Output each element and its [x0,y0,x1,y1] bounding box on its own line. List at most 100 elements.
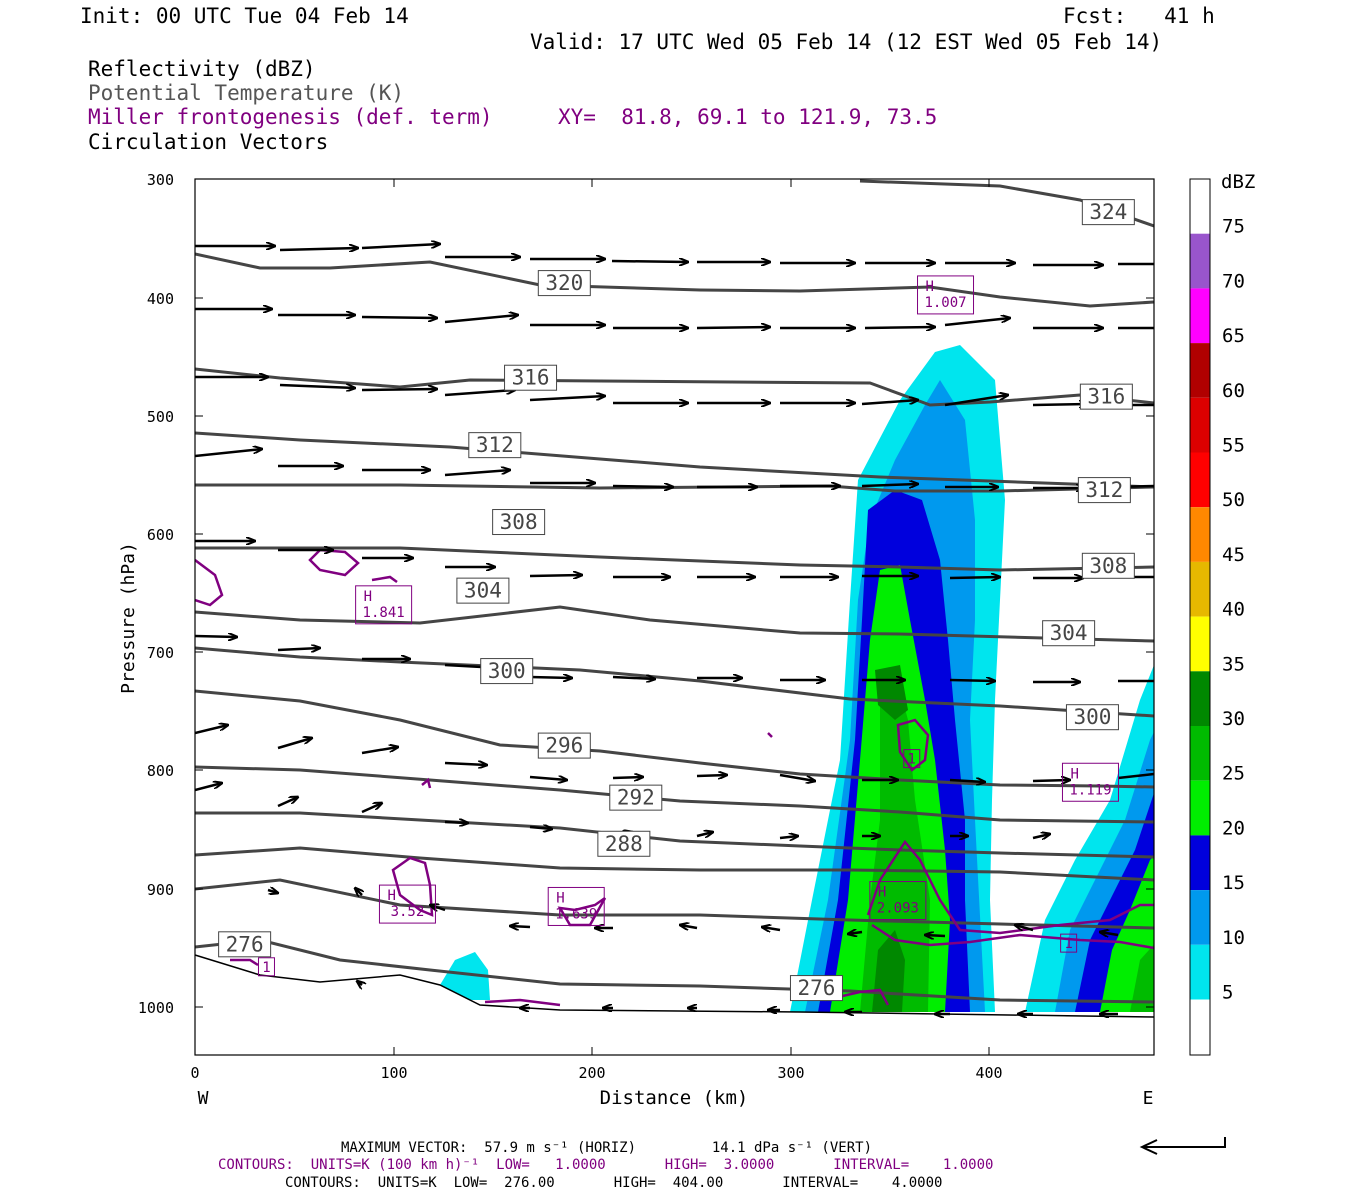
theta-label-box [1042,620,1096,647]
colorbar-swatch [1190,835,1210,891]
y-tick-labels: 300 400 500 600 700 800 900 1000 [138,171,174,1017]
theta-label-box [537,270,591,297]
colorbar-level-label: 25 [1222,763,1245,785]
colorbar: dBZ 75 70 65 60 55 50 45 40 35 30 25 20 15 10 5 [1189,171,1255,1056]
y-tick-900: 900 [147,881,174,899]
field-frontogenesis: Miller frontogenesis (def. term) [88,105,493,129]
fg-contour-west [195,559,224,607]
theta-312 [195,431,1154,489]
colorbar-level-label: 70 [1222,270,1245,292]
theta-label: 316 [1087,385,1125,409]
field-reflectivity: Reflectivity (dBZ) [88,57,316,81]
theta-292 [195,765,1154,824]
fg-contour-760 [896,718,930,772]
x-tick-labels: 0 100 200 300 400 [190,1064,1002,1082]
frontogenesis-label: H [387,888,395,904]
frontogenesis-label: 1 [1064,936,1072,952]
theta-label-box [1079,383,1133,410]
theta-label-box [1065,704,1119,731]
colorbar-swatch [1190,726,1210,781]
theta-labels: 324 320 316 316 312 312 308 308 304 304 300 300 296 2… [218,199,1135,1002]
theta-contour-note: CONTOURS: UNITS=K LOW= 276.00 HIGH= 404.… [285,1175,943,1191]
theta-label: 276 [226,932,264,956]
theta-label-box [1077,477,1131,504]
theta-label: 304 [464,579,502,603]
colorbar-swatch [1190,452,1210,508]
colorbar-level-label: 35 [1222,653,1245,675]
frontogenesis-contour-note: CONTOURS: UNITS=K (100 km h)⁻¹ LOW= 1.00… [218,1157,994,1173]
theta-label-box [218,931,272,958]
x-tick-400: 400 [975,1064,1002,1082]
frontogenesis-label-box [903,749,921,769]
frontogenesis-label: 1.841 [363,605,405,621]
theta-312b [195,483,1154,493]
colorbar-level-label: 5 [1222,982,1233,1004]
y-tick-400: 400 [147,290,174,308]
colorbar-swatch [1190,780,1210,836]
theta-320 [195,252,1154,308]
frontogenesis-label: 1 [262,960,270,976]
y-tick-800: 800 [147,762,174,780]
x-end-label-west: W [198,1088,209,1109]
frontogenesis-label: 1 [908,752,916,768]
theta-label: 320 [545,271,583,295]
theta-label: 308 [500,510,538,534]
theta-label-box [456,577,510,604]
reflectivity-east-25dbz [1130,944,1154,1012]
frontogenesis-label: 1.119 [1069,782,1111,798]
field-potential-temperature: Potential Temperature (K) [88,81,405,105]
theta-label: 304 [1050,621,1088,645]
x-axis-label: Distance (km) [600,1087,749,1109]
theta-276 [195,938,1154,1004]
theta-label-box [1081,552,1135,579]
fg-contour-780 [421,777,432,789]
reference-vector-head [1139,1139,1158,1155]
frontogenesis-label: 2.093 [877,901,919,917]
theta-label: 276 [797,976,835,1000]
colorbar-frame [1189,178,1211,1056]
frontogenesis-label-box [355,585,413,625]
frontogenesis-label-box [1061,762,1119,802]
theta-280 [195,878,1154,930]
x-tick-100: 100 [380,1064,407,1082]
field-circulation-vectors: Circulation Vectors [88,130,329,154]
colorbar-swatch [1190,561,1210,617]
y-tick-600: 600 [147,526,174,544]
theta-label: 292 [617,786,655,810]
theta-284 [195,846,1154,882]
frontogenesis-contours [195,548,1154,1007]
colorbar-level-label: 50 [1222,489,1245,511]
circulation-vectors [195,244,1154,1014]
colorbar-swatch [1190,616,1210,672]
theta-label: 316 [512,366,550,390]
colorbar-level-label: 60 [1222,380,1245,402]
fg-contour-770 [767,732,773,738]
colorbar-level-label: 40 [1222,599,1245,621]
fg-contour-sw [230,958,259,967]
valid-time: Valid: 17 UTC Wed 05 Feb 14 (12 EST Wed … [530,30,1163,54]
theta-label: 300 [488,659,526,683]
theta-label: 324 [1089,200,1127,224]
theta-308 [195,546,1154,572]
colorbar-level-label: 55 [1222,435,1245,457]
colorbar-swatch [1190,343,1210,398]
init-time: Init: 00 UTC Tue 04 Feb 14 [80,4,409,28]
frontogenesis-label-box [547,886,605,926]
colorbar-swatch [1190,507,1210,562]
colorbar-level-label: 65 [1222,325,1245,347]
theta-label-box [597,830,651,857]
theta-label-box [492,509,546,536]
colorbar-swatch [1190,944,1210,1000]
fg-contour-3-52 [391,856,434,917]
reflectivity-small-cell [440,952,490,1000]
plot-frame [194,178,1155,1056]
x-tick-200: 200 [578,1064,605,1082]
theta-label-box [789,975,843,1002]
cross-section-endpoints: XY= 81.8, 69.1 to 121.9, 73.5 [558,105,938,129]
x-tick-0: 0 [190,1064,199,1082]
theta-304 [195,605,1154,643]
frontogenesis-label-box [257,957,275,977]
frontogenesis-label: 1.639 [555,906,597,922]
theta-label: 296 [545,734,583,758]
